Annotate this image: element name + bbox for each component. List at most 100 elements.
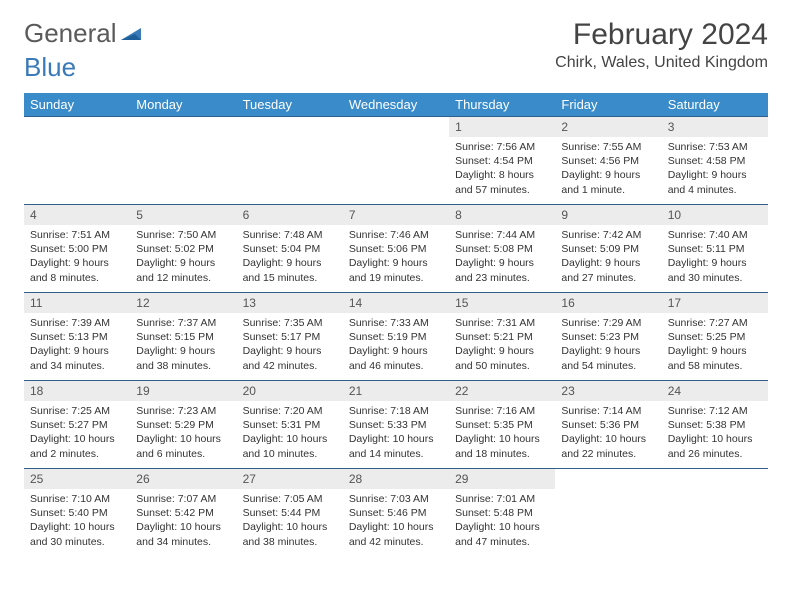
calendar-day-cell: 3Sunrise: 7:53 AMSunset: 4:58 PMDaylight… xyxy=(662,117,768,205)
calendar-day-cell: .. xyxy=(130,117,236,205)
daylight-text-1: Daylight: 9 hours xyxy=(30,256,124,270)
sunset-text: Sunset: 5:46 PM xyxy=(349,506,443,520)
daylight-text-1: Daylight: 10 hours xyxy=(455,520,549,534)
day-number: 19 xyxy=(130,381,236,401)
sunset-text: Sunset: 5:21 PM xyxy=(455,330,549,344)
daylight-text-2: and 27 minutes. xyxy=(561,271,655,285)
calendar-day-cell: 16Sunrise: 7:29 AMSunset: 5:23 PMDayligh… xyxy=(555,293,661,381)
daylight-text-2: and 10 minutes. xyxy=(243,447,337,461)
calendar-day-cell: 25Sunrise: 7:10 AMSunset: 5:40 PMDayligh… xyxy=(24,469,130,557)
daylight-text-2: and 18 minutes. xyxy=(455,447,549,461)
sunset-text: Sunset: 5:06 PM xyxy=(349,242,443,256)
calendar-day-cell: 18Sunrise: 7:25 AMSunset: 5:27 PMDayligh… xyxy=(24,381,130,469)
sunset-text: Sunset: 5:27 PM xyxy=(30,418,124,432)
sunrise-text: Sunrise: 7:33 AM xyxy=(349,316,443,330)
day-number: 11 xyxy=(24,293,130,313)
daylight-text-2: and 26 minutes. xyxy=(668,447,762,461)
logo-text-blue: Blue xyxy=(24,52,768,83)
day-number: 26 xyxy=(130,469,236,489)
month-title: February 2024 xyxy=(555,18,768,52)
day-details: Sunrise: 7:46 AMSunset: 5:06 PMDaylight:… xyxy=(343,225,449,289)
day-number: 22 xyxy=(449,381,555,401)
day-details: Sunrise: 7:44 AMSunset: 5:08 PMDaylight:… xyxy=(449,225,555,289)
day-number: 5 xyxy=(130,205,236,225)
sunrise-text: Sunrise: 7:35 AM xyxy=(243,316,337,330)
weekday-header: Monday xyxy=(130,93,236,117)
daylight-text-2: and 58 minutes. xyxy=(668,359,762,373)
calendar-day-cell: 17Sunrise: 7:27 AMSunset: 5:25 PMDayligh… xyxy=(662,293,768,381)
sunrise-text: Sunrise: 7:56 AM xyxy=(455,140,549,154)
sunrise-text: Sunrise: 7:05 AM xyxy=(243,492,337,506)
sunrise-text: Sunrise: 7:07 AM xyxy=(136,492,230,506)
sunset-text: Sunset: 5:23 PM xyxy=(561,330,655,344)
calendar-day-cell: 6Sunrise: 7:48 AMSunset: 5:04 PMDaylight… xyxy=(237,205,343,293)
sunrise-text: Sunrise: 7:31 AM xyxy=(455,316,549,330)
day-details: Sunrise: 7:56 AMSunset: 4:54 PMDaylight:… xyxy=(449,137,555,201)
sunset-text: Sunset: 5:40 PM xyxy=(30,506,124,520)
day-details: Sunrise: 7:33 AMSunset: 5:19 PMDaylight:… xyxy=(343,313,449,377)
sunset-text: Sunset: 5:42 PM xyxy=(136,506,230,520)
daylight-text-2: and 47 minutes. xyxy=(455,535,549,549)
daylight-text-2: and 8 minutes. xyxy=(30,271,124,285)
calendar-day-cell: 2Sunrise: 7:55 AMSunset: 4:56 PMDaylight… xyxy=(555,117,661,205)
weekday-header: Tuesday xyxy=(237,93,343,117)
logo-mark-icon xyxy=(121,18,145,49)
daylight-text-2: and 19 minutes. xyxy=(349,271,443,285)
day-details: Sunrise: 7:35 AMSunset: 5:17 PMDaylight:… xyxy=(237,313,343,377)
daylight-text-1: Daylight: 9 hours xyxy=(243,256,337,270)
weekday-header: Wednesday xyxy=(343,93,449,117)
sunrise-text: Sunrise: 7:20 AM xyxy=(243,404,337,418)
day-details: Sunrise: 7:20 AMSunset: 5:31 PMDaylight:… xyxy=(237,401,343,465)
day-number: 7 xyxy=(343,205,449,225)
daylight-text-1: Daylight: 8 hours xyxy=(455,168,549,182)
calendar-day-cell: 13Sunrise: 7:35 AMSunset: 5:17 PMDayligh… xyxy=(237,293,343,381)
sunrise-text: Sunrise: 7:29 AM xyxy=(561,316,655,330)
daylight-text-1: Daylight: 9 hours xyxy=(668,256,762,270)
calendar-day-cell: 24Sunrise: 7:12 AMSunset: 5:38 PMDayligh… xyxy=(662,381,768,469)
calendar-day-cell: 11Sunrise: 7:39 AMSunset: 5:13 PMDayligh… xyxy=(24,293,130,381)
calendar-week-row: 25Sunrise: 7:10 AMSunset: 5:40 PMDayligh… xyxy=(24,469,768,557)
day-details: Sunrise: 7:42 AMSunset: 5:09 PMDaylight:… xyxy=(555,225,661,289)
daylight-text-2: and 30 minutes. xyxy=(668,271,762,285)
sunset-text: Sunset: 5:36 PM xyxy=(561,418,655,432)
sunset-text: Sunset: 5:15 PM xyxy=(136,330,230,344)
sunset-text: Sunset: 4:56 PM xyxy=(561,154,655,168)
logo-text-general: General xyxy=(24,18,117,49)
calendar-day-cell: 1Sunrise: 7:56 AMSunset: 4:54 PMDaylight… xyxy=(449,117,555,205)
calendar-day-cell: 28Sunrise: 7:03 AMSunset: 5:46 PMDayligh… xyxy=(343,469,449,557)
sunrise-text: Sunrise: 7:42 AM xyxy=(561,228,655,242)
daylight-text-1: Daylight: 9 hours xyxy=(561,344,655,358)
day-number: 25 xyxy=(24,469,130,489)
calendar-day-cell: .. xyxy=(343,117,449,205)
day-number: 10 xyxy=(662,205,768,225)
sunset-text: Sunset: 5:00 PM xyxy=(30,242,124,256)
daylight-text-2: and 38 minutes. xyxy=(136,359,230,373)
day-details: Sunrise: 7:39 AMSunset: 5:13 PMDaylight:… xyxy=(24,313,130,377)
calendar-day-cell: .. xyxy=(555,469,661,557)
day-number: 14 xyxy=(343,293,449,313)
sunrise-text: Sunrise: 7:12 AM xyxy=(668,404,762,418)
sunrise-text: Sunrise: 7:39 AM xyxy=(30,316,124,330)
day-details: Sunrise: 7:37 AMSunset: 5:15 PMDaylight:… xyxy=(130,313,236,377)
daylight-text-1: Daylight: 10 hours xyxy=(136,520,230,534)
daylight-text-2: and 12 minutes. xyxy=(136,271,230,285)
calendar-day-cell: 27Sunrise: 7:05 AMSunset: 5:44 PMDayligh… xyxy=(237,469,343,557)
sunset-text: Sunset: 5:25 PM xyxy=(668,330,762,344)
daylight-text-1: Daylight: 10 hours xyxy=(30,520,124,534)
sunrise-text: Sunrise: 7:48 AM xyxy=(243,228,337,242)
sunrise-text: Sunrise: 7:53 AM xyxy=(668,140,762,154)
daylight-text-2: and 2 minutes. xyxy=(30,447,124,461)
daylight-text-2: and 34 minutes. xyxy=(136,535,230,549)
day-number: 18 xyxy=(24,381,130,401)
daylight-text-2: and 50 minutes. xyxy=(455,359,549,373)
calendar-day-cell: 20Sunrise: 7:20 AMSunset: 5:31 PMDayligh… xyxy=(237,381,343,469)
day-details: Sunrise: 7:10 AMSunset: 5:40 PMDaylight:… xyxy=(24,489,130,553)
sunrise-text: Sunrise: 7:18 AM xyxy=(349,404,443,418)
daylight-text-2: and 1 minute. xyxy=(561,183,655,197)
day-number: 12 xyxy=(130,293,236,313)
day-number: 27 xyxy=(237,469,343,489)
calendar-week-row: 4Sunrise: 7:51 AMSunset: 5:00 PMDaylight… xyxy=(24,205,768,293)
calendar-day-cell: 9Sunrise: 7:42 AMSunset: 5:09 PMDaylight… xyxy=(555,205,661,293)
calendar-week-row: 18Sunrise: 7:25 AMSunset: 5:27 PMDayligh… xyxy=(24,381,768,469)
daylight-text-1: Daylight: 9 hours xyxy=(349,344,443,358)
